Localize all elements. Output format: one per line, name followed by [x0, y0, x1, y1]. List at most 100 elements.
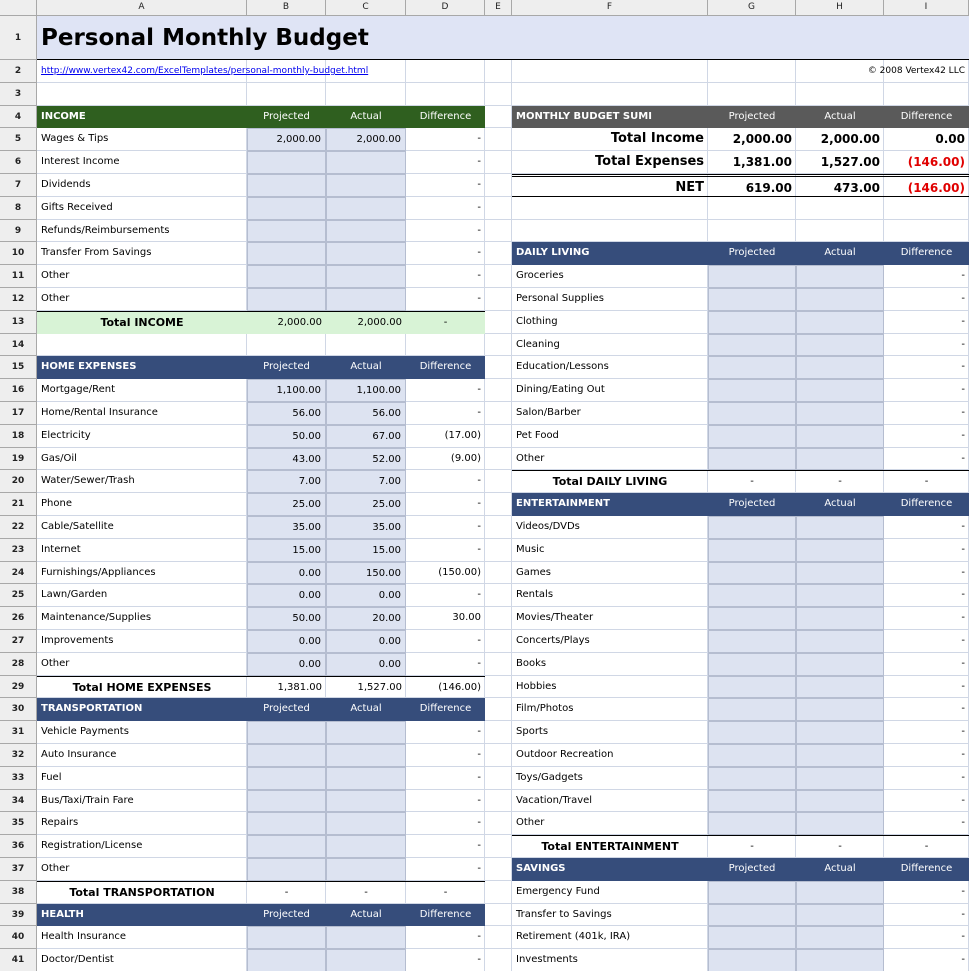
cell [512, 698, 708, 722]
cell [485, 858, 512, 881]
difference: - [961, 794, 965, 806]
cell [247, 880, 326, 904]
cell [485, 652, 512, 676]
difference: - [961, 270, 965, 282]
cell [512, 835, 708, 858]
cell [512, 584, 708, 608]
row-number: 12 [0, 288, 37, 311]
cell [796, 60, 884, 83]
item-label: Refunds/Reimbursements [41, 224, 170, 236]
summary-value: (146.00) [884, 174, 969, 197]
cell [512, 219, 708, 243]
input-cell: 43.00 [247, 447, 326, 471]
input-cell [796, 698, 884, 722]
difference: - [961, 407, 965, 418]
item-label: Health Insurance [41, 931, 127, 943]
cell [512, 721, 708, 744]
cell [485, 310, 512, 334]
total-label: Total ENTERTAINMENT [512, 835, 708, 858]
item-label: Other [41, 657, 70, 669]
cell [406, 675, 485, 699]
input-cell [708, 766, 796, 790]
item-label: Toys/Gadgets [516, 771, 583, 783]
difference: - [961, 589, 965, 601]
row-number: 35 [0, 812, 37, 836]
item-label: Pet Food [516, 429, 559, 441]
input-cell [796, 926, 884, 950]
input-cell [796, 949, 884, 971]
summary-title: MONTHLY BUDGET SUMI [512, 105, 708, 129]
cell [37, 630, 247, 653]
cell [512, 652, 708, 676]
difference: - [961, 657, 965, 669]
cell [326, 333, 406, 357]
summary-value: 1,381.00 [732, 155, 792, 170]
input-cell [326, 151, 406, 174]
cell [37, 174, 247, 197]
cell [247, 60, 326, 83]
item-label: Cable/Satellite [41, 521, 114, 532]
total-value: 1,527.00 [326, 675, 406, 699]
item-label: Retirement (401k, IRA) [516, 931, 631, 943]
total-value: - [884, 835, 969, 858]
cell [37, 561, 247, 585]
cell [326, 82, 406, 106]
cell [485, 265, 512, 288]
item-label: Books [516, 657, 547, 669]
input-cell: 56.00 [247, 402, 326, 425]
difference: - [477, 726, 481, 738]
input-cell [708, 949, 796, 971]
cell [485, 630, 512, 653]
cell [247, 333, 326, 357]
cell [512, 903, 708, 927]
row-number: 41 [0, 949, 37, 971]
difference: - [477, 475, 481, 487]
difference: - [477, 543, 481, 555]
difference: - [477, 201, 481, 213]
input-cell [247, 835, 326, 858]
summary-label: Total Expenses [595, 154, 704, 170]
difference: - [477, 863, 481, 874]
cell [485, 196, 512, 220]
cell [37, 607, 247, 630]
difference: - [477, 657, 481, 669]
item-label: Transfer to Savings [516, 908, 612, 920]
item-label: Music [516, 543, 545, 555]
item-label: Dividends [41, 179, 91, 190]
cell [796, 151, 884, 174]
input-cell [708, 903, 796, 927]
total-value: - [708, 470, 796, 493]
input-cell: 50.00 [247, 607, 326, 630]
summary-value: 473.00 [796, 174, 884, 197]
cell [406, 288, 485, 311]
cell [37, 744, 247, 767]
row-number: 28 [0, 652, 37, 676]
cell [485, 424, 512, 448]
cell [485, 766, 512, 790]
difference: - [477, 179, 481, 190]
input-cell [708, 424, 796, 448]
row-number: 7 [0, 174, 37, 197]
cell [796, 82, 884, 106]
section-column-header: Projected [247, 698, 326, 722]
section-title: SAVINGS [512, 858, 708, 881]
column-header: H [796, 0, 884, 16]
item-label: Movies/Theater [516, 612, 594, 624]
input-cell [247, 949, 326, 971]
cell [485, 561, 512, 585]
row-number: 15 [0, 356, 37, 380]
row-number: 19 [0, 447, 37, 471]
section-title: HOME EXPENSES [37, 356, 247, 380]
input-cell [796, 652, 884, 676]
cell [37, 379, 247, 402]
cell [485, 880, 512, 904]
input-cell [708, 356, 796, 380]
cell [485, 219, 512, 243]
column-header: D [406, 0, 485, 16]
input-cell [247, 926, 326, 950]
cell [796, 219, 884, 243]
input-cell: 150.00 [326, 561, 406, 585]
difference: - [961, 954, 965, 966]
cell [406, 812, 485, 836]
cell [406, 652, 485, 676]
